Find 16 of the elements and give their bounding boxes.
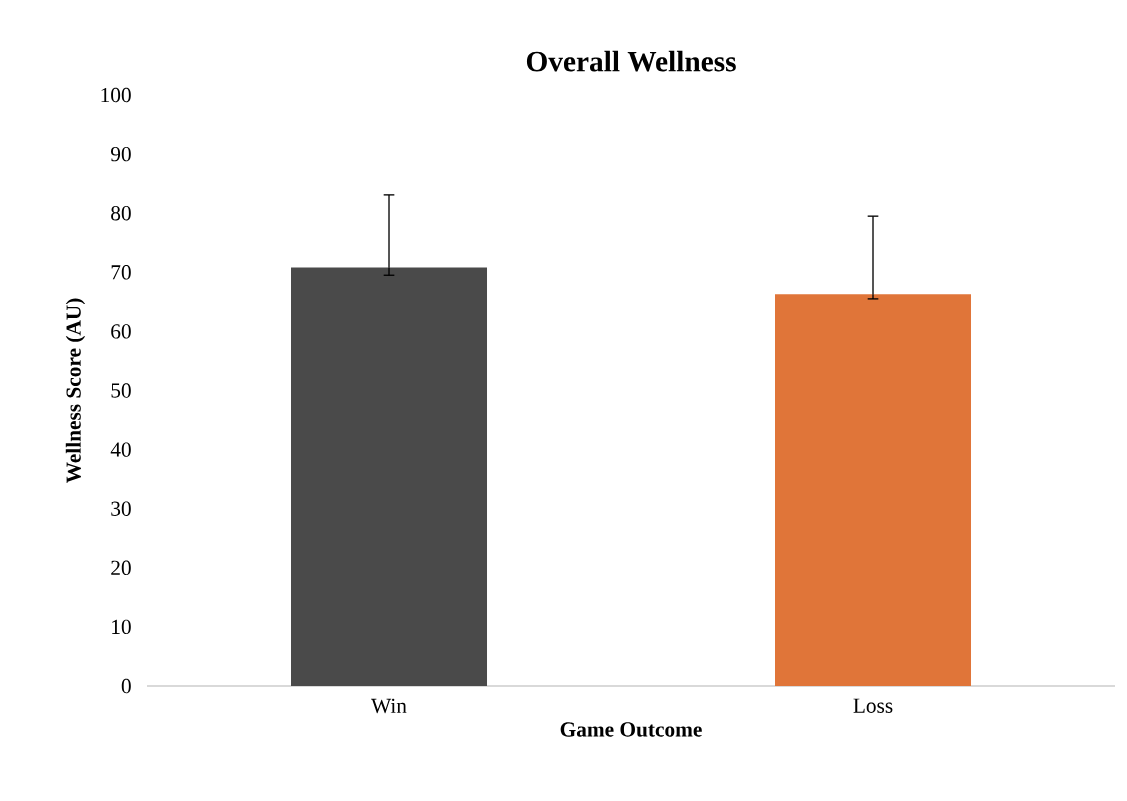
y-tick-label: 10 [112,619,131,635]
y-tick-label: 60 [111,324,131,339]
y-tick-label: 40 [110,442,131,457]
x-tick-label: Win [371,698,407,714]
y-tick-label: 80 [111,206,131,221]
y-tick-label: 30 [111,501,131,516]
chart-title: Overall Wellness [526,50,736,72]
x-axis-title: Game Outcome [560,722,702,737]
y-tick-label: 100 [101,87,131,103]
y-tick-label: 90 [110,146,131,162]
y-tick-label: 0 [121,678,131,694]
y-tick-label: 70 [111,265,131,280]
y-tick-label: 20 [111,560,131,575]
x-tick-label: Loss [853,698,893,713]
y-tick-label: 50 [111,383,131,398]
y-axis-title: Wellness Score (AU) [65,298,86,484]
